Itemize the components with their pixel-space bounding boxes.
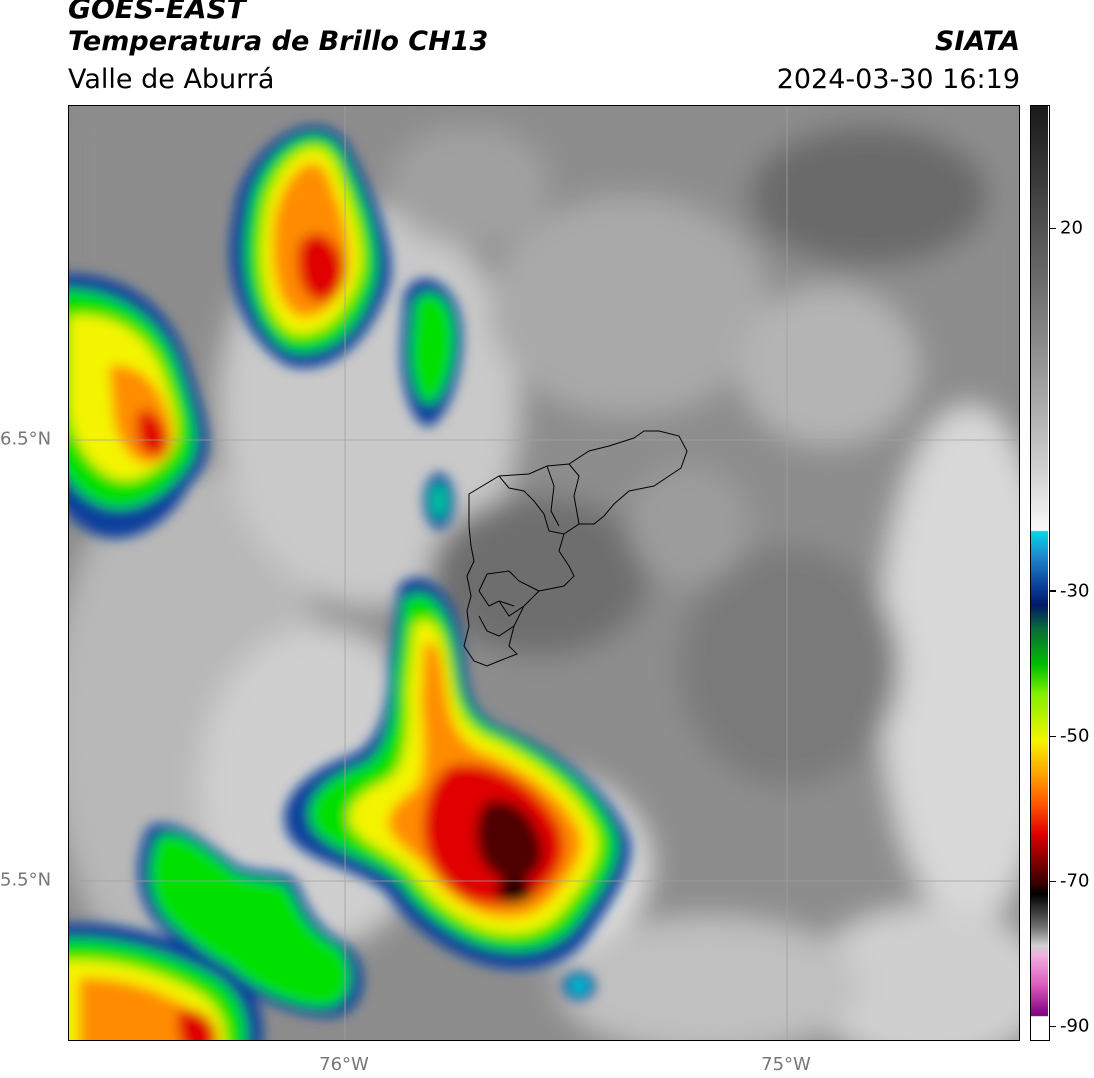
valle-de-aburra-boundary <box>463 430 688 667</box>
satellite-title: GOES-EAST <box>68 0 246 25</box>
colorbar-tick-label: -50 <box>1060 725 1090 747</box>
product-title: Temperatura de Brillo CH13 <box>68 26 489 57</box>
satellite-map <box>68 105 1020 1041</box>
colorbar-tick-label: -30 <box>1060 580 1090 602</box>
colorbar <box>1030 105 1050 1041</box>
colorbar-tick-mark <box>1050 880 1056 883</box>
map-canvas <box>69 106 1019 1040</box>
colorbar-tick-label: 20 <box>1060 217 1083 239</box>
colorbar-tick-mark <box>1050 590 1056 592</box>
graticule <box>69 106 1019 1040</box>
colorbar-tick-mark <box>1050 227 1056 230</box>
lat-label-6-5n: 6.5°N <box>0 428 52 450</box>
region-subtitle: Valle de Aburrá <box>68 64 275 95</box>
colorbar-tick-label: -90 <box>1060 1015 1090 1037</box>
colorbar-tick-mark <box>1050 735 1056 737</box>
colorbar-gradient <box>1031 106 1048 1039</box>
colorbar-tick-label: -70 <box>1060 870 1090 892</box>
organization-label: SIATA <box>934 26 1020 57</box>
lon-label-75w: 75°W <box>761 1054 811 1075</box>
lat-label-5-5n: 5.5°N <box>0 869 52 891</box>
lon-label-76w: 76°W <box>319 1054 369 1075</box>
colorbar-tick-mark <box>1050 1025 1056 1028</box>
cold-cloud-tops <box>69 125 631 1040</box>
datetime-label: 2024-03-30 16:19 <box>776 64 1020 95</box>
